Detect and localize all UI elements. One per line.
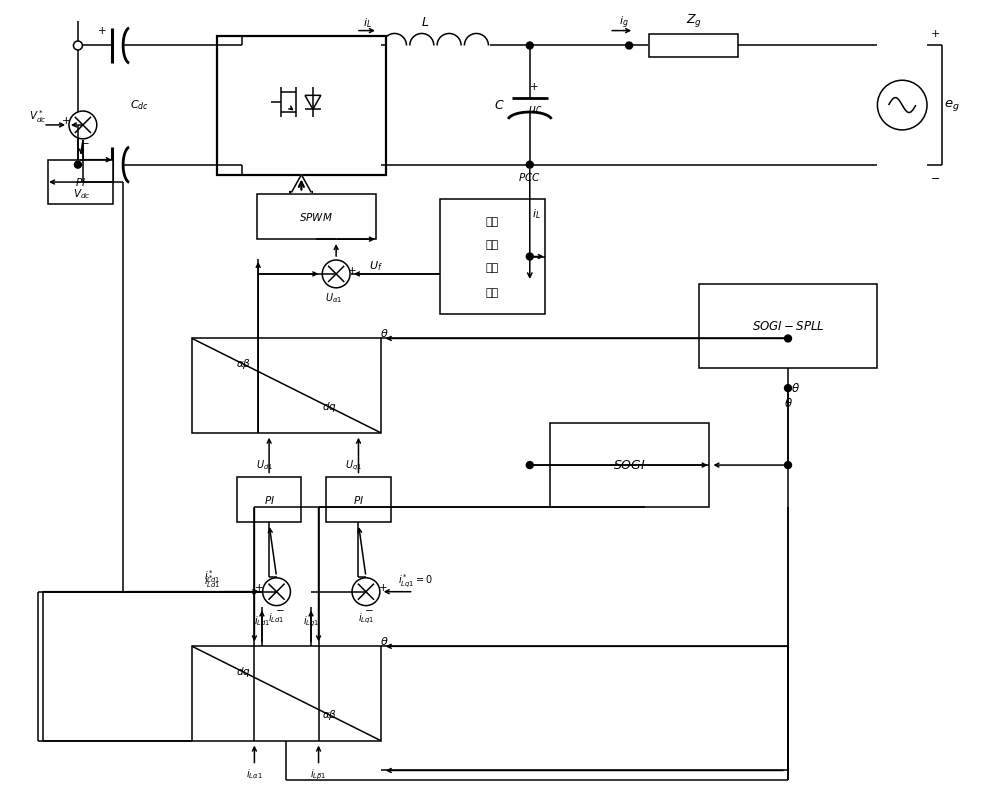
Polygon shape (291, 175, 311, 192)
Text: $\alpha\beta$: $\alpha\beta$ (236, 357, 251, 371)
Bar (237, 478, 301, 522)
Bar (649, 34, 738, 57)
Bar (257, 195, 376, 239)
Text: $PI$: $PI$ (75, 176, 86, 188)
Text: $-$: $-$ (930, 171, 940, 182)
Text: $i_L$: $i_L$ (532, 208, 541, 221)
Text: $\theta$: $\theta$ (784, 397, 792, 410)
Text: +: + (62, 116, 70, 126)
Bar (326, 478, 391, 522)
Text: $e_g$: $e_g$ (944, 98, 960, 112)
Text: $U_{\alpha 1}$: $U_{\alpha 1}$ (325, 291, 342, 305)
Text: $i_{Ld1}$: $i_{Ld1}$ (268, 612, 285, 625)
Text: $\theta$: $\theta$ (791, 381, 800, 394)
Text: +: + (255, 583, 264, 593)
Text: $\theta$: $\theta$ (380, 327, 388, 339)
Text: $i^*_{Ld1}$: $i^*_{Ld1}$ (204, 574, 220, 590)
Bar (217, 36, 386, 175)
Text: $i_g$: $i_g$ (619, 15, 629, 31)
Text: $PI$: $PI$ (353, 494, 364, 506)
Circle shape (526, 161, 533, 168)
Circle shape (785, 335, 791, 342)
Text: +: + (378, 583, 387, 593)
Circle shape (877, 80, 927, 130)
Text: $SOGI-SPLL$: $SOGI-SPLL$ (752, 319, 824, 333)
Text: +: + (348, 266, 356, 276)
Text: $i_L$: $i_L$ (363, 15, 372, 30)
Text: $i_{Lq1}$: $i_{Lq1}$ (358, 612, 374, 626)
Text: 算法: 算法 (486, 288, 499, 298)
Text: $U_{q1}$: $U_{q1}$ (345, 458, 362, 473)
Circle shape (785, 461, 791, 469)
Circle shape (526, 461, 533, 469)
Text: $C$: $C$ (494, 99, 505, 112)
Text: +: + (98, 26, 107, 36)
Text: $V^*_{dc}$: $V^*_{dc}$ (29, 108, 47, 125)
Text: 辨识: 辨识 (486, 263, 499, 273)
Text: $-$: $-$ (80, 137, 90, 147)
Circle shape (785, 385, 791, 392)
Text: $u_C$: $u_C$ (528, 104, 542, 116)
Circle shape (352, 578, 380, 606)
Text: $-$: $-$ (364, 604, 374, 613)
Text: $i_{Ld1}$: $i_{Ld1}$ (254, 615, 270, 629)
Text: 阻抗: 阻抗 (486, 240, 499, 250)
Bar (48, 160, 113, 204)
Bar (440, 200, 545, 314)
Text: $-$: $-$ (275, 604, 284, 613)
Circle shape (74, 161, 81, 168)
Text: $dq$: $dq$ (322, 400, 337, 415)
Bar (550, 423, 709, 507)
Circle shape (73, 160, 82, 169)
Circle shape (526, 253, 533, 260)
Bar (699, 284, 877, 368)
Text: $i_{L\beta 1}$: $i_{L\beta 1}$ (310, 768, 327, 782)
Text: 电网: 电网 (486, 217, 499, 227)
Bar (192, 339, 381, 433)
Circle shape (626, 42, 633, 49)
Text: $i^*_{Lq1}=0$: $i^*_{Lq1}=0$ (398, 573, 433, 591)
Text: $dq$: $dq$ (236, 665, 250, 679)
Circle shape (73, 41, 82, 50)
Text: $i^*_{Ld1}$: $i^*_{Ld1}$ (204, 568, 220, 585)
Circle shape (263, 578, 290, 606)
Text: $V_{dc}$: $V_{dc}$ (73, 187, 91, 201)
Circle shape (322, 260, 350, 288)
Circle shape (526, 42, 533, 49)
Text: $SOGI$: $SOGI$ (613, 459, 646, 472)
Text: $Z_g$: $Z_g$ (686, 12, 702, 29)
Text: $L$: $L$ (421, 16, 430, 29)
Bar (192, 646, 381, 741)
Text: $PCC$: $PCC$ (518, 170, 541, 183)
Text: $SPWM$: $SPWM$ (299, 211, 333, 223)
Text: $U_{d1}$: $U_{d1}$ (256, 459, 273, 473)
Text: $C_{dc}$: $C_{dc}$ (130, 98, 149, 112)
Text: $\theta$: $\theta$ (380, 635, 388, 647)
Text: +: + (930, 28, 940, 39)
Text: $\alpha\beta$: $\alpha\beta$ (322, 708, 337, 722)
Text: $i_{Lq1}$: $i_{Lq1}$ (303, 615, 319, 629)
Text: $PI$: $PI$ (264, 494, 275, 506)
Circle shape (69, 111, 97, 139)
Text: +: + (530, 82, 539, 92)
Text: $i_{L\alpha 1}$: $i_{L\alpha 1}$ (246, 768, 263, 781)
Text: $U_f$: $U_f$ (369, 259, 383, 273)
